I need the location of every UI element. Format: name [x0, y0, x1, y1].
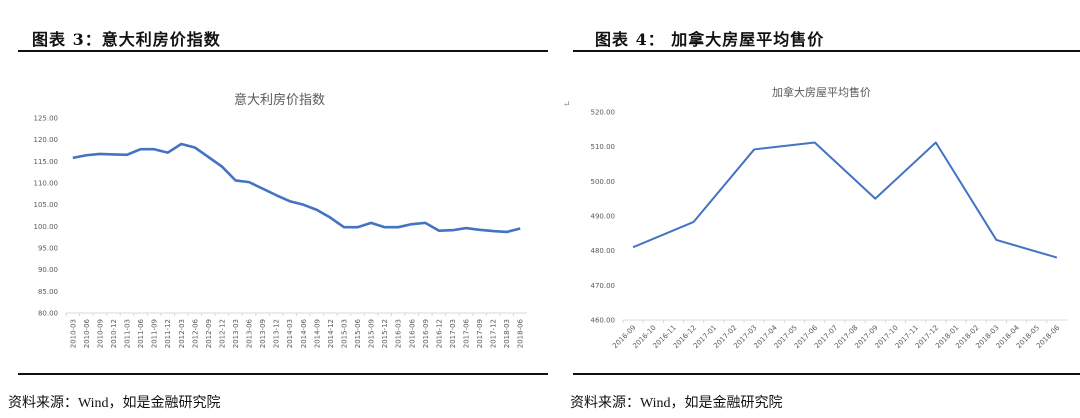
right-source-note: 资料来源：Wind，如是金融研究院: [570, 396, 783, 411]
data-line: [72, 142, 521, 234]
y-tick-label: 480.00: [591, 247, 616, 255]
x-tick-label: 2012-06: [191, 318, 199, 348]
x-tick-label: 2014-09: [313, 319, 321, 348]
x-tick-label: 2010-06: [83, 318, 91, 348]
y-tick-label: 510.00: [591, 143, 616, 151]
x-tick-label: 2010-09: [96, 319, 104, 348]
y-tick-label: 95.00: [38, 245, 58, 253]
x-tick-label: 2013-03: [232, 319, 240, 348]
x-tick-label: 2013-12: [273, 319, 281, 348]
x-tick-label: 2014-06: [300, 318, 308, 348]
left-top-rule: [18, 50, 548, 52]
y-tick-label: 520.00: [591, 109, 616, 117]
x-tick-label: 2012-03: [178, 319, 186, 348]
x-tick-label: 2016-12: [435, 319, 443, 348]
x-tick-label: 2017-09: [476, 319, 484, 348]
x-tick-label: 2016-09: [422, 319, 430, 348]
x-tick-label: 2011-06: [137, 318, 145, 348]
y-tick-label: 105.00: [34, 201, 59, 209]
x-tick-label: 2012-09: [205, 319, 213, 348]
x-tick-label: 2016-06: [408, 318, 416, 348]
x-tick-label: 2010-03: [69, 319, 77, 348]
x-tick-label: 2013-09: [259, 319, 267, 348]
x-tick-label: 2015-09: [368, 319, 376, 348]
x-tick-label: 2018-06: [517, 318, 525, 348]
x-tick-label: 2011-03: [124, 319, 132, 348]
right-top-rule: [573, 50, 1080, 52]
data-line: [632, 141, 1058, 259]
right-chart-title: 加拿大房屋平均售价: [772, 86, 871, 99]
right-bottom-rule: [573, 373, 1080, 375]
x-tick-label: 2013-06: [246, 318, 254, 348]
x-tick-label: 2015-12: [381, 319, 389, 348]
paragraph-mark: ↵: [563, 100, 571, 110]
x-tick-label: 2016-03: [395, 319, 403, 348]
y-tick-label: 470.00: [591, 282, 616, 290]
left-source-note: 资料来源：Wind，如是金融研究院: [8, 396, 221, 411]
x-tick-label: 2015-03: [340, 319, 348, 348]
y-tick-label: 125.00: [34, 115, 59, 123]
figure-4-title: 图表 4： 加拿大房屋平均售价: [595, 30, 825, 49]
x-tick-label: 2014-12: [327, 319, 335, 348]
x-tick-label: 2018-03: [503, 319, 511, 348]
italy-house-price-chart: 80.00 85.00 90.00 95.00 100.00 105.00 110.00 11…: [34, 115, 527, 348]
y-tick-label: 110.00: [34, 180, 59, 188]
left-bottom-rule: [18, 373, 548, 375]
y-tick-label: 85.00: [38, 288, 58, 296]
x-tick-label: 2011-12: [164, 319, 172, 348]
x-tick-label: 2011-09: [151, 319, 159, 348]
x-tick-label: 2017-12: [490, 319, 498, 348]
x-tick-label: 2017-06: [462, 318, 470, 348]
canada-house-price-chart: 460.00 470.00 480.00 490.00 500.00 510.00 520.…: [591, 109, 1067, 350]
y-tick-label: 100.00: [34, 223, 59, 231]
y-tick-label: 80.00: [38, 310, 58, 318]
x-tick-label: 2014-03: [286, 319, 294, 348]
x-tick-label: 2017-03: [449, 319, 457, 348]
left-chart-title: 意大利房价指数: [234, 93, 326, 108]
y-tick-label: 490.00: [591, 213, 616, 221]
y-tick-label: 115.00: [34, 158, 59, 166]
x-tick-label: 2010-12: [110, 319, 118, 348]
y-tick-label: 460.00: [591, 317, 616, 325]
figure-3-title: 图表 3：意大利房价指数: [32, 30, 221, 49]
y-tick-label: 120.00: [34, 136, 59, 144]
x-tick-label: 2015-06: [354, 318, 362, 348]
y-tick-label: 500.00: [591, 178, 616, 186]
y-tick-label: 90.00: [38, 266, 58, 274]
x-tick-label: 2012-12: [218, 319, 226, 348]
